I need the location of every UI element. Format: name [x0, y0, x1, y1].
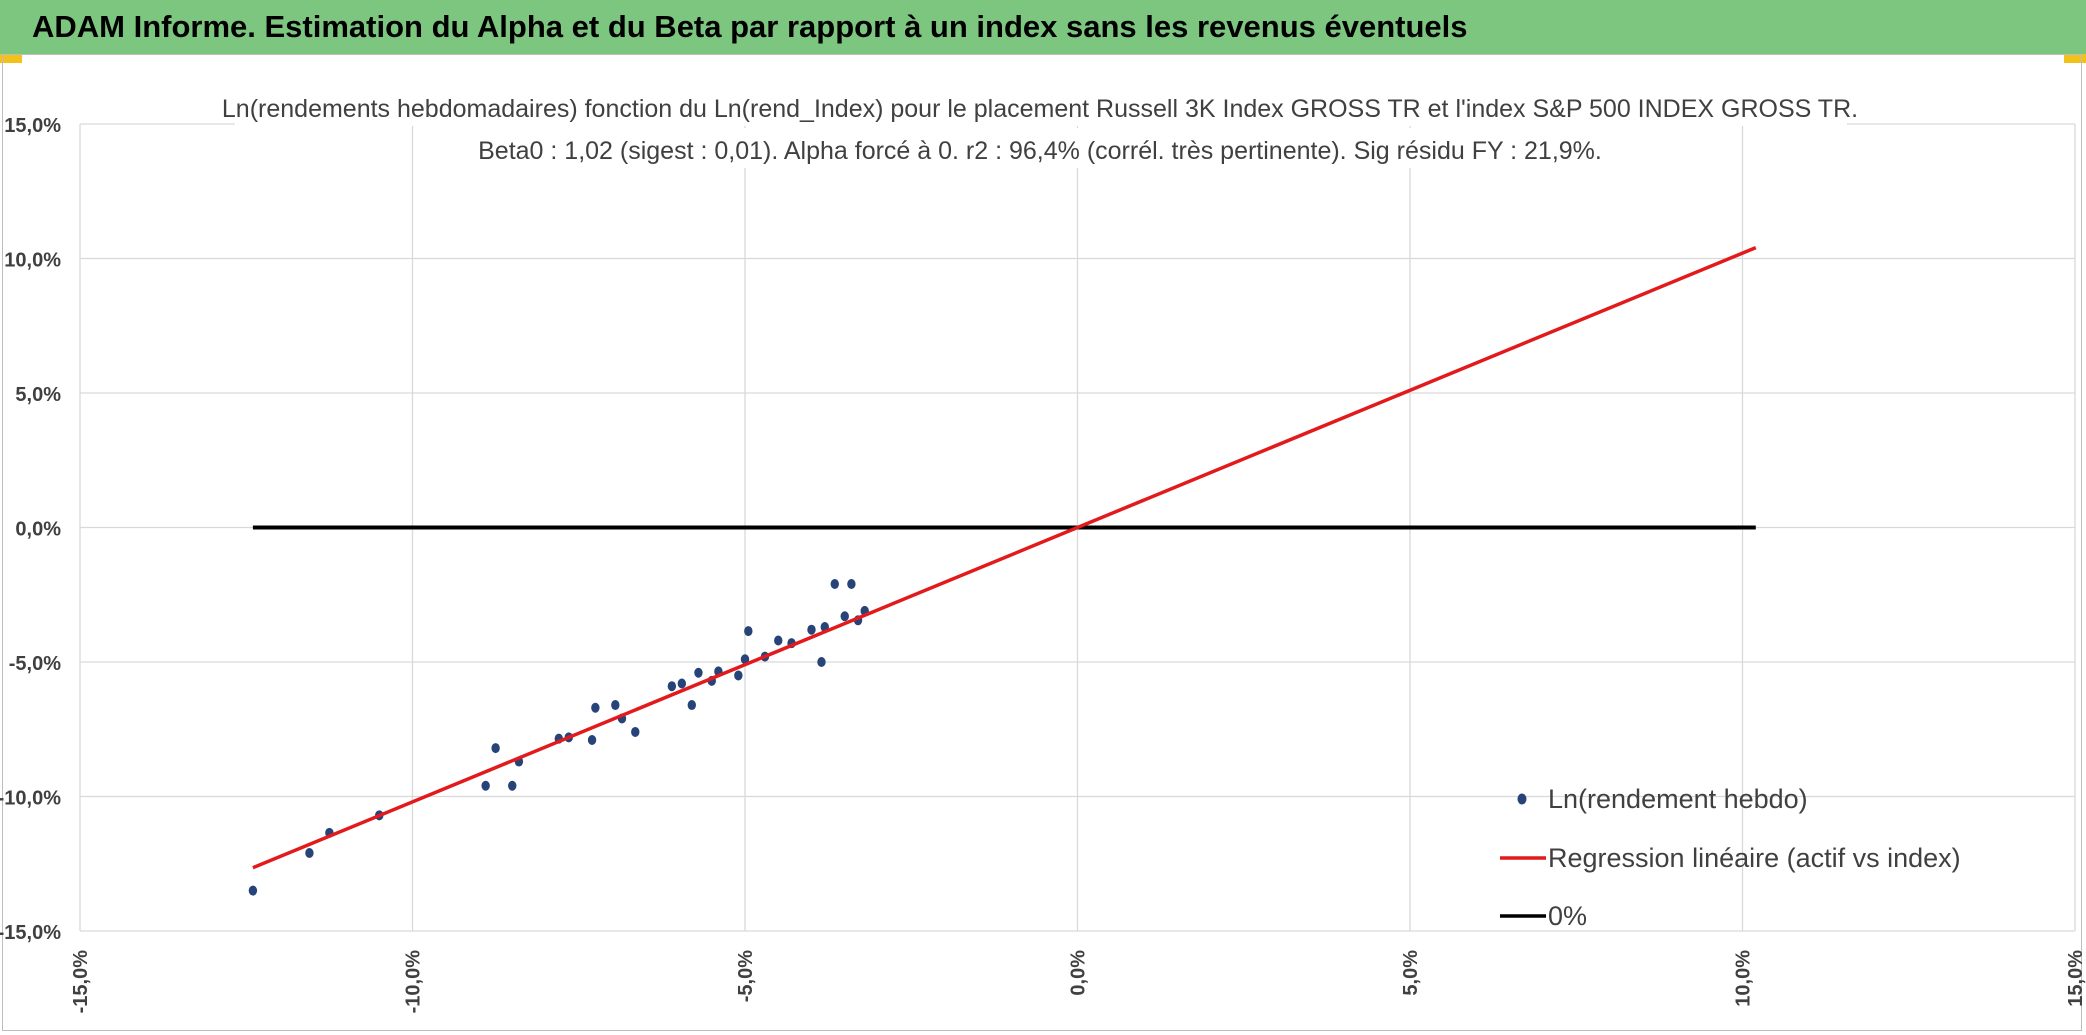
- report-title: ADAM Informe. Estimation du Alpha et du …: [32, 9, 1468, 44]
- data-point: [677, 678, 687, 689]
- corner-marker: [0, 54, 22, 63]
- data-point: [694, 667, 703, 678]
- x-tick-label: -5,0%: [735, 950, 757, 1002]
- data-point: [807, 624, 816, 635]
- legend-line-black-icon: [1500, 914, 1546, 918]
- data-point: [248, 885, 258, 896]
- data-point: [687, 700, 696, 711]
- data-point: [840, 611, 849, 622]
- x-tick-label: 5,0%: [1400, 950, 1422, 996]
- data-point: [491, 743, 500, 754]
- data-point: [591, 702, 600, 713]
- chart-title: Ln(rendements hebdomadaires) fonction du…: [222, 95, 1858, 123]
- legend-marker-dot-icon: [1517, 793, 1527, 805]
- x-tick-label: 10,0%: [1733, 950, 1755, 1007]
- data-point: [774, 635, 783, 646]
- y-tick-label: 5,0%: [15, 384, 61, 406]
- data-point: [847, 578, 856, 589]
- x-tick-label: -10,0%: [403, 950, 425, 1014]
- x-tick-label: 0,0%: [1068, 950, 1090, 996]
- data-point: [611, 700, 620, 711]
- scatter-series: [248, 578, 869, 896]
- data-point: [740, 654, 750, 665]
- y-tick-label: -15,0%: [0, 922, 61, 944]
- data-point: [587, 735, 597, 746]
- legend-line-red-icon: [1500, 856, 1546, 860]
- legend-label: Ln(rendement hebdo): [1548, 784, 1808, 814]
- legend-item-regression: Regression linéaire (actif vs index): [1500, 841, 2040, 875]
- data-point: [667, 681, 677, 692]
- data-point: [830, 578, 839, 589]
- data-point: [817, 657, 826, 667]
- y-tick-label: -10,0%: [0, 788, 61, 810]
- y-tick-label: -5,0%: [9, 653, 61, 675]
- chart-subtitle: Beta0 : 1,02 (sigest : 0,01). Alpha forc…: [478, 137, 1602, 165]
- data-point: [744, 626, 753, 637]
- y-tick-label: 10,0%: [4, 250, 61, 272]
- data-point: [481, 780, 490, 791]
- x-tick-label: -15,0%: [70, 950, 92, 1014]
- x-tick-label: 15,0%: [2065, 950, 2086, 1007]
- data-point: [305, 847, 314, 858]
- header-banner: ADAM Informe. Estimation du Alpha et du …: [0, 0, 2086, 54]
- regression-line: [252, 246, 1757, 870]
- data-point: [631, 726, 640, 737]
- data-point: [508, 780, 517, 791]
- legend-label: 0%: [1548, 901, 1588, 931]
- y-tick-label: 15,0%: [4, 115, 61, 137]
- chart-frame: [2, 54, 2082, 1031]
- legend-item-zero: 0%: [1500, 899, 2040, 933]
- corner-marker: [2064, 54, 2086, 63]
- data-point: [734, 670, 743, 681]
- y-tick-label: 0,0%: [15, 519, 61, 541]
- legend-item-scatter: Ln(rendement hebdo): [1500, 782, 2040, 816]
- title-background: [235, 86, 1847, 126]
- subtitle-background: [470, 128, 1610, 168]
- legend-label: Regression linéaire (actif vs index): [1548, 843, 1961, 873]
